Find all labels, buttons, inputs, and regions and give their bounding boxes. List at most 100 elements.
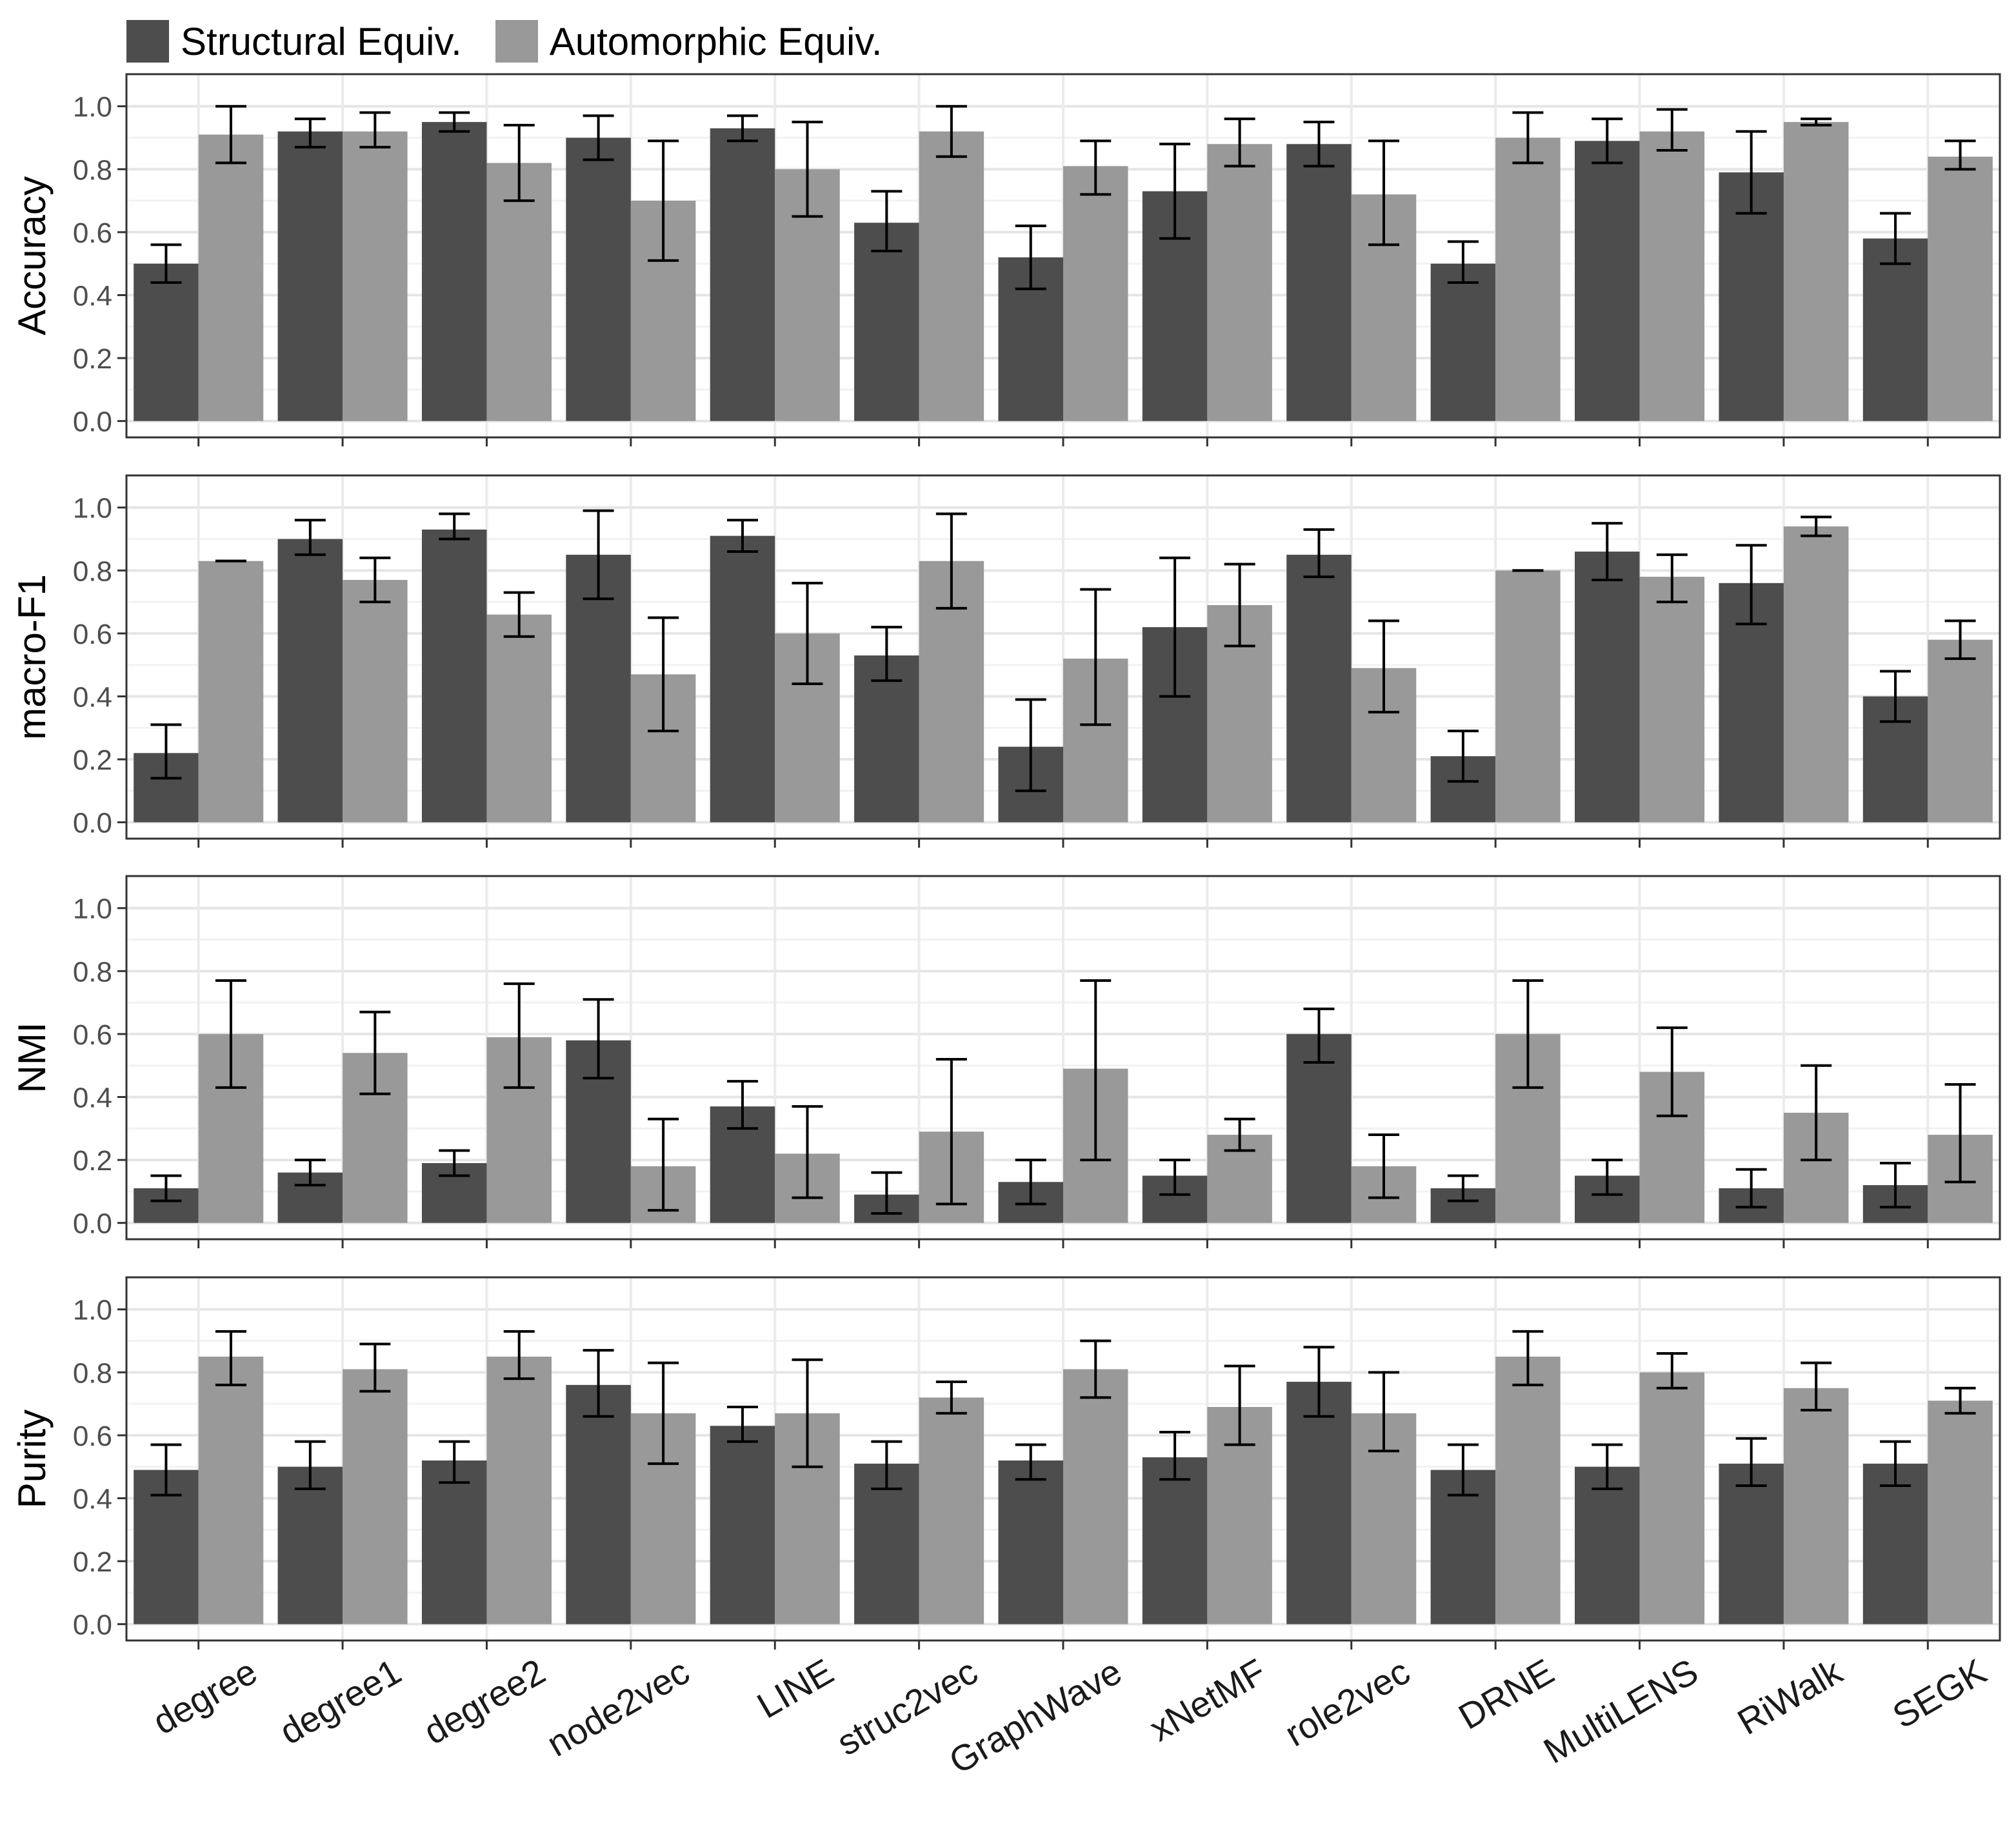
legend-label-automorphic: Automorphic Equiv. — [549, 19, 883, 63]
panel-1-bar-automorphic-MultiLENS — [1639, 577, 1705, 823]
x-category-label-LINE: LINE — [750, 1651, 840, 1726]
panel-0-bar-structural-degree1 — [277, 131, 343, 421]
panel-0-bar-structural-node2vec — [566, 137, 631, 421]
panel-0-bar-automorphic-RiWalk — [1783, 122, 1849, 421]
panel-1-ytick-label: 1.0 — [73, 493, 112, 524]
panel-1-bar-automorphic-degree — [198, 561, 264, 823]
panel-3-bar-structural-struc2vec — [854, 1463, 919, 1624]
panel-2-ytick-label: 0.2 — [73, 1145, 112, 1177]
panel-3-ylabel: Purity — [10, 1410, 54, 1508]
panel-3-bar-automorphic-struc2vec — [919, 1397, 984, 1624]
x-category-label-DRNE: DRNE — [1452, 1651, 1561, 1737]
panel-3-bar-structural-RiWalk — [1719, 1463, 1784, 1624]
panel-0-bar-structural-degree2 — [421, 122, 487, 421]
panel-2-ylabel: NMI — [10, 1022, 54, 1093]
panel-0-bar-automorphic-SEGK — [1928, 156, 1993, 421]
panel-0-bar-automorphic-xNetMF — [1207, 144, 1272, 421]
panel-3-bar-automorphic-degree2 — [486, 1356, 552, 1624]
panel-3-bar-automorphic-degree — [198, 1356, 264, 1624]
panel-1-bar-automorphic-SEGK — [1928, 639, 1993, 823]
panel-3-bar-automorphic-DRNE — [1495, 1356, 1561, 1624]
panel-0-bar-structural-MultiLENS — [1575, 141, 1640, 421]
panel-2-ytick-label: 0.4 — [73, 1082, 112, 1113]
panel-1-bar-structural-degree1 — [277, 539, 343, 823]
panel-0-bar-structural-DRNE — [1430, 263, 1496, 421]
panel-3-bar-structural-GraphWave — [998, 1460, 1063, 1624]
panel-1-bar-automorphic-degree2 — [486, 614, 552, 823]
legend-item-structural[interactable]: Structural Equiv. — [126, 19, 462, 64]
panel-3-bar-automorphic-degree1 — [343, 1369, 408, 1624]
panel-3-ytick-label: 0.2 — [73, 1546, 112, 1578]
panel-2-bar-structural-role2vec — [1286, 1033, 1352, 1223]
panel-3-ytick-label: 0.0 — [73, 1610, 112, 1641]
panel-3-ytick-label: 1.0 — [73, 1295, 112, 1326]
panel-1-bar-structural-degree2 — [421, 529, 487, 823]
x-category-label-degree1: degree1 — [273, 1651, 408, 1752]
panel-1-ylabel: macro-F1 — [10, 574, 54, 740]
panel-0-ytick-label: 0.8 — [73, 154, 112, 186]
panel-1-bar-structural-LINE — [710, 535, 775, 823]
panel-3-bar-automorphic-GraphWave — [1063, 1369, 1128, 1624]
panel-1-ytick-label: 0.6 — [73, 619, 112, 650]
panel-0-ytick-label: 0.2 — [73, 343, 112, 375]
panel-3-bar-structural-degree2 — [421, 1460, 487, 1624]
panel-3-bar-structural-LINE — [710, 1426, 775, 1624]
panel-0-bar-structural-LINE — [710, 128, 775, 421]
panel-3-bar-automorphic-MultiLENS — [1639, 1372, 1705, 1624]
panel-3-bar-automorphic-RiWalk — [1783, 1388, 1849, 1624]
panel-0-bar-structural-role2vec — [1286, 144, 1352, 421]
panel-1-bar-automorphic-degree1 — [343, 579, 408, 823]
panel-3-ytick-label: 0.6 — [73, 1421, 112, 1452]
panel-3-bar-automorphic-SEGK — [1928, 1401, 1993, 1624]
panel-3-bar-structural-node2vec — [566, 1384, 631, 1624]
x-category-label-degree2: degree2 — [417, 1651, 552, 1752]
panel-0-bar-automorphic-DRNE — [1495, 137, 1561, 421]
panel-1-bar-structural-role2vec — [1286, 554, 1352, 823]
panel-3-ytick-label: 0.8 — [73, 1357, 112, 1389]
x-category-label-node2vec: node2vec — [540, 1651, 696, 1764]
panel-1-bar-automorphic-RiWalk — [1783, 526, 1849, 823]
panel-1-ytick-label: 0.4 — [73, 681, 112, 713]
panel-2-ytick-label: 0.6 — [73, 1019, 112, 1051]
panel-0-bar-automorphic-degree — [198, 134, 264, 421]
panel-3-bar-structural-MultiLENS — [1575, 1466, 1640, 1624]
panel-0-ytick-label: 0.4 — [73, 280, 112, 312]
panel-3-bar-structural-xNetMF — [1142, 1457, 1208, 1624]
panel-1-bar-automorphic-DRNE — [1495, 570, 1561, 823]
panel-2-ytick-label: 0.0 — [73, 1208, 112, 1240]
x-category-label-xNetMF: xNetMF — [1143, 1651, 1272, 1750]
panel-0-ylabel: Accuracy — [10, 176, 54, 335]
panel-0-bar-automorphic-degree1 — [343, 131, 408, 421]
panel-1-bar-structural-MultiLENS — [1575, 552, 1640, 823]
panel-3-bar-structural-role2vec — [1286, 1381, 1352, 1624]
panel-0-bar-structural-SEGK — [1862, 238, 1928, 421]
panel-0-bar-automorphic-struc2vec — [919, 131, 984, 421]
panel-0-ytick-label: 0.6 — [73, 217, 112, 249]
panel-1-ytick-label: 0.2 — [73, 744, 112, 776]
legend: Structural Equiv. Automorphic Equiv. — [126, 15, 916, 67]
panel-0-bar-automorphic-MultiLENS — [1639, 131, 1705, 421]
legend-swatch-structural — [126, 20, 169, 63]
panel-0-bar-structural-struc2vec — [854, 223, 919, 421]
panel-2-ytick-label: 0.8 — [73, 956, 112, 988]
x-category-label-MultiLENS: MultiLENS — [1537, 1651, 1705, 1771]
panel-3-bar-structural-SEGK — [1862, 1463, 1928, 1624]
panel-3-bar-structural-degree1 — [277, 1466, 343, 1624]
panel-0-bar-structural-degree — [134, 263, 199, 421]
panel-2-ytick-label: 1.0 — [73, 893, 112, 925]
panel-1-ytick-label: 0.8 — [73, 555, 112, 587]
panel-1-ytick-label: 0.0 — [73, 808, 112, 839]
panel-1-bar-structural-struc2vec — [854, 655, 919, 823]
panel-3-ytick-label: 0.4 — [73, 1483, 112, 1515]
panel-0-ytick-label: 0.0 — [73, 406, 112, 438]
x-category-label-role2vec: role2vec — [1278, 1651, 1417, 1754]
panel-0-ytick-label: 1.0 — [73, 92, 112, 123]
panel-0-bar-automorphic-GraphWave — [1063, 166, 1128, 421]
legend-item-automorphic[interactable]: Automorphic Equiv. — [495, 19, 883, 64]
legend-swatch-automorphic — [495, 20, 538, 63]
x-category-label-SEGK: SEGK — [1886, 1651, 1993, 1736]
panel-0-bar-automorphic-degree2 — [486, 163, 552, 421]
x-category-label-degree: degree — [146, 1651, 264, 1742]
legend-label-structural: Structural Equiv. — [181, 19, 462, 63]
